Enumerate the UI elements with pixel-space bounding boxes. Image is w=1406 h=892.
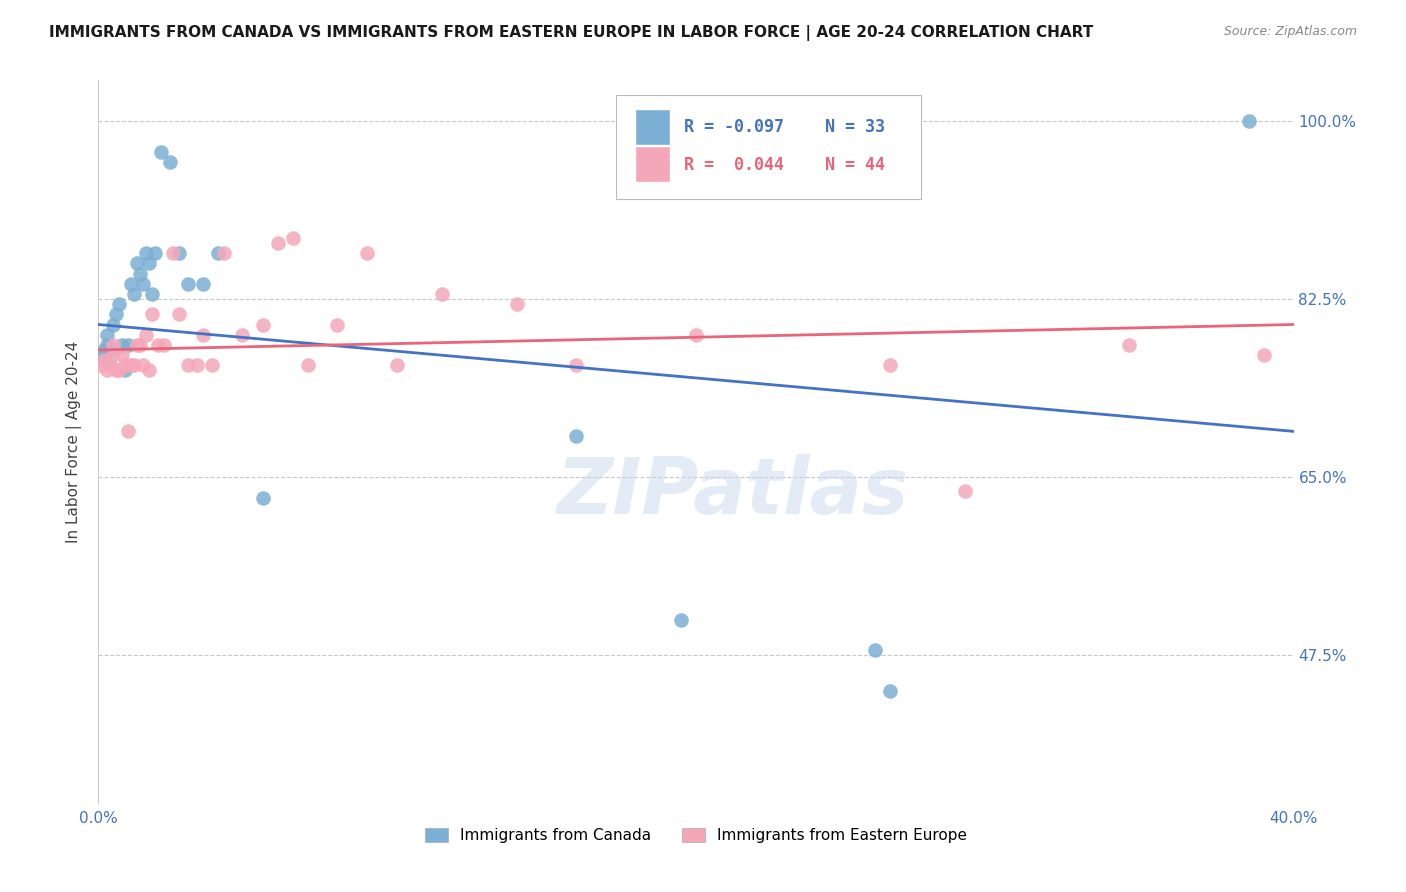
Point [138,256,160,270]
Point [191,277,214,291]
Point [132,358,155,372]
Point [96,338,118,352]
Point [162,246,184,260]
Point [108,363,131,377]
Point [879,358,901,372]
Point [143,246,166,260]
Point [96,363,118,377]
Point [129,338,152,352]
Point [150,145,173,159]
Point [98,358,122,372]
Point [120,358,142,372]
Point [953,484,976,499]
Text: N = 33: N = 33 [825,119,884,136]
Point [153,338,176,352]
Point [177,277,200,291]
Point [105,363,128,377]
Text: Source: ZipAtlas.com: Source: ZipAtlas.com [1223,25,1357,38]
Point [138,363,160,377]
Point [117,425,139,439]
Point [685,327,707,342]
Point [207,246,229,260]
FancyBboxPatch shape [637,147,669,182]
Point [356,246,378,260]
Text: ZIPatlas: ZIPatlas [555,454,908,530]
Point [565,358,588,372]
Point [103,343,125,357]
Point [90,348,112,362]
Point [212,246,235,260]
Point [103,338,125,352]
Point [141,287,163,301]
Point [430,287,453,301]
Text: IMMIGRANTS FROM CANADA VS IMMIGRANTS FROM EASTERN EUROPE IN LABOR FORCE | AGE 20: IMMIGRANTS FROM CANADA VS IMMIGRANTS FRO… [49,25,1094,41]
Point [326,318,349,332]
Point [96,327,118,342]
Point [117,338,139,352]
Point [167,246,190,260]
Point [186,358,208,372]
Point [124,287,146,301]
Point [132,277,155,291]
Point [114,363,136,377]
Point [108,297,131,311]
Point [201,358,224,372]
Text: R = -0.097: R = -0.097 [685,119,785,136]
Point [93,353,115,368]
Point [1237,114,1260,128]
Point [120,277,142,291]
Point [177,358,200,372]
Text: N = 44: N = 44 [825,156,884,174]
Point [1118,338,1140,352]
Point [506,297,529,311]
Y-axis label: In Labor Force | Age 20-24: In Labor Force | Age 20-24 [66,341,83,542]
Point [111,338,134,352]
Point [167,307,190,321]
Text: R =  0.044: R = 0.044 [685,156,785,174]
Legend: Immigrants from Canada, Immigrants from Eastern Europe: Immigrants from Canada, Immigrants from … [419,822,973,849]
Point [98,358,122,372]
Point [127,256,149,270]
Point [129,267,152,281]
FancyBboxPatch shape [637,110,669,145]
Point [231,327,253,342]
Point [1253,348,1275,362]
Point [93,343,115,357]
Point [135,246,157,260]
Point [669,613,692,627]
Point [141,307,163,321]
Point [159,154,181,169]
FancyBboxPatch shape [616,95,921,200]
Point [105,307,128,321]
Point [124,358,146,372]
Point [565,429,588,443]
Point [267,236,290,251]
Point [103,348,125,362]
Point [297,358,319,372]
Point [252,318,274,332]
Point [281,231,304,245]
Point [111,348,134,362]
Point [252,491,274,505]
Point [114,358,136,372]
Point [191,327,214,342]
Point [865,643,887,657]
Point [879,684,901,698]
Point [148,338,170,352]
Point [90,358,112,372]
Point [135,327,157,342]
Point [385,358,409,372]
Point [127,338,149,352]
Point [103,318,125,332]
